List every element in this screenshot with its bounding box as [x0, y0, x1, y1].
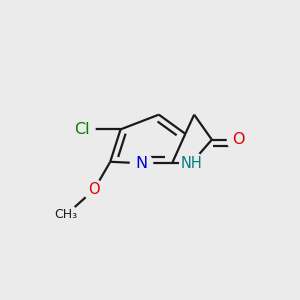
Text: Cl: Cl	[74, 122, 90, 137]
Text: NH: NH	[180, 156, 202, 171]
Text: O: O	[88, 182, 100, 197]
Text: N: N	[135, 156, 147, 171]
Text: CH₃: CH₃	[55, 208, 78, 221]
Text: O: O	[232, 132, 244, 147]
